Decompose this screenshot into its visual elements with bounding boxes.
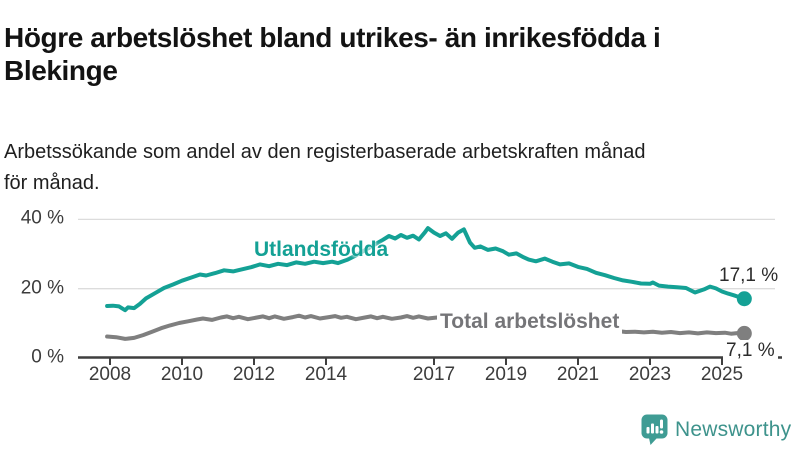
x-axis-label-2012: 2012: [232, 364, 276, 385]
series-label-total-arbetsloshet: Total arbetslöshet: [437, 310, 623, 334]
end-value-total-arbetsloshet: 7,1 %: [723, 340, 778, 362]
x-axis-label-2019: 2019: [484, 364, 528, 385]
end-value-utlandsfodda: 17,1 %: [719, 265, 779, 286]
x-axis-label-2021: 2021: [556, 364, 600, 385]
newsworthy-logo[interactable]: Newsworthy: [641, 414, 791, 445]
y-axis-label-0: 0 %: [31, 346, 64, 368]
x-axis-label-2014: 2014: [304, 364, 348, 385]
chart-title-line-1: Högre arbetslöshet bland utrikes- än inr…: [4, 21, 661, 53]
x-axis-label-2023: 2023: [628, 364, 672, 385]
chart-subtitle-line-1: Arbetssökande som andel av den registerb…: [4, 141, 646, 163]
chart-subtitle-line-2: för månad.: [4, 172, 100, 194]
series-label-utlandsfodda: Utlandsfödda: [254, 238, 389, 261]
newsworthy-icon: [641, 414, 668, 445]
x-axis-label-2008: 2008: [88, 364, 132, 385]
y-axis-label-40: 40 %: [20, 207, 64, 229]
newsworthy-brand-text: Newsworthy: [675, 417, 792, 441]
x-axis-label-2017: 2017: [412, 364, 456, 385]
chart-subtitle: Arbetssökande som andel av den registerb…: [4, 137, 794, 199]
x-axis-label-2010: 2010: [160, 364, 204, 385]
chart-title: Högre arbetslöshet bland utrikes- än inr…: [4, 21, 796, 88]
y-axis-label-20: 20 %: [20, 277, 64, 299]
x-axis-label-2025: 2025: [700, 364, 744, 385]
chart-title-line-2: Blekinge: [4, 55, 118, 87]
